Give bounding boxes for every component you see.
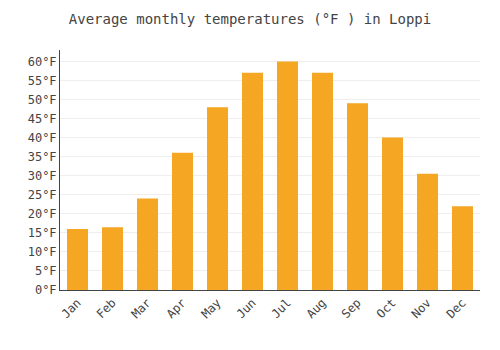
svg-text:25°F: 25°F xyxy=(28,188,57,202)
svg-text:35°F: 35°F xyxy=(28,150,57,164)
svg-text:40°F: 40°F xyxy=(28,131,57,145)
svg-text:10°F: 10°F xyxy=(28,245,57,259)
svg-text:Jul: Jul xyxy=(269,296,294,321)
svg-text:Sep: Sep xyxy=(339,296,364,321)
svg-text:20°F: 20°F xyxy=(28,207,57,221)
svg-text:Nov: Nov xyxy=(409,296,434,321)
svg-text:5°F: 5°F xyxy=(35,264,57,278)
svg-text:Mar: Mar xyxy=(129,296,154,321)
svg-text:Dec: Dec xyxy=(444,296,469,321)
svg-text:60°F: 60°F xyxy=(28,55,57,69)
svg-text:Average monthly temperatures (: Average monthly temperatures (°F ) in Lo… xyxy=(69,11,431,27)
svg-text:Aug: Aug xyxy=(304,296,329,321)
svg-text:Oct: Oct xyxy=(374,296,399,321)
svg-text:0°F: 0°F xyxy=(35,283,57,297)
svg-text:30°F: 30°F xyxy=(28,169,57,183)
svg-text:50°F: 50°F xyxy=(28,93,57,107)
svg-text:55°F: 55°F xyxy=(28,74,57,88)
svg-text:15°F: 15°F xyxy=(28,226,57,240)
svg-text:May: May xyxy=(199,296,224,321)
svg-text:Jan: Jan xyxy=(59,296,84,321)
svg-text:Feb: Feb xyxy=(94,296,119,321)
svg-text:45°F: 45°F xyxy=(28,112,57,126)
svg-text:Apr: Apr xyxy=(164,296,189,321)
svg-text:Jun: Jun xyxy=(234,296,259,321)
